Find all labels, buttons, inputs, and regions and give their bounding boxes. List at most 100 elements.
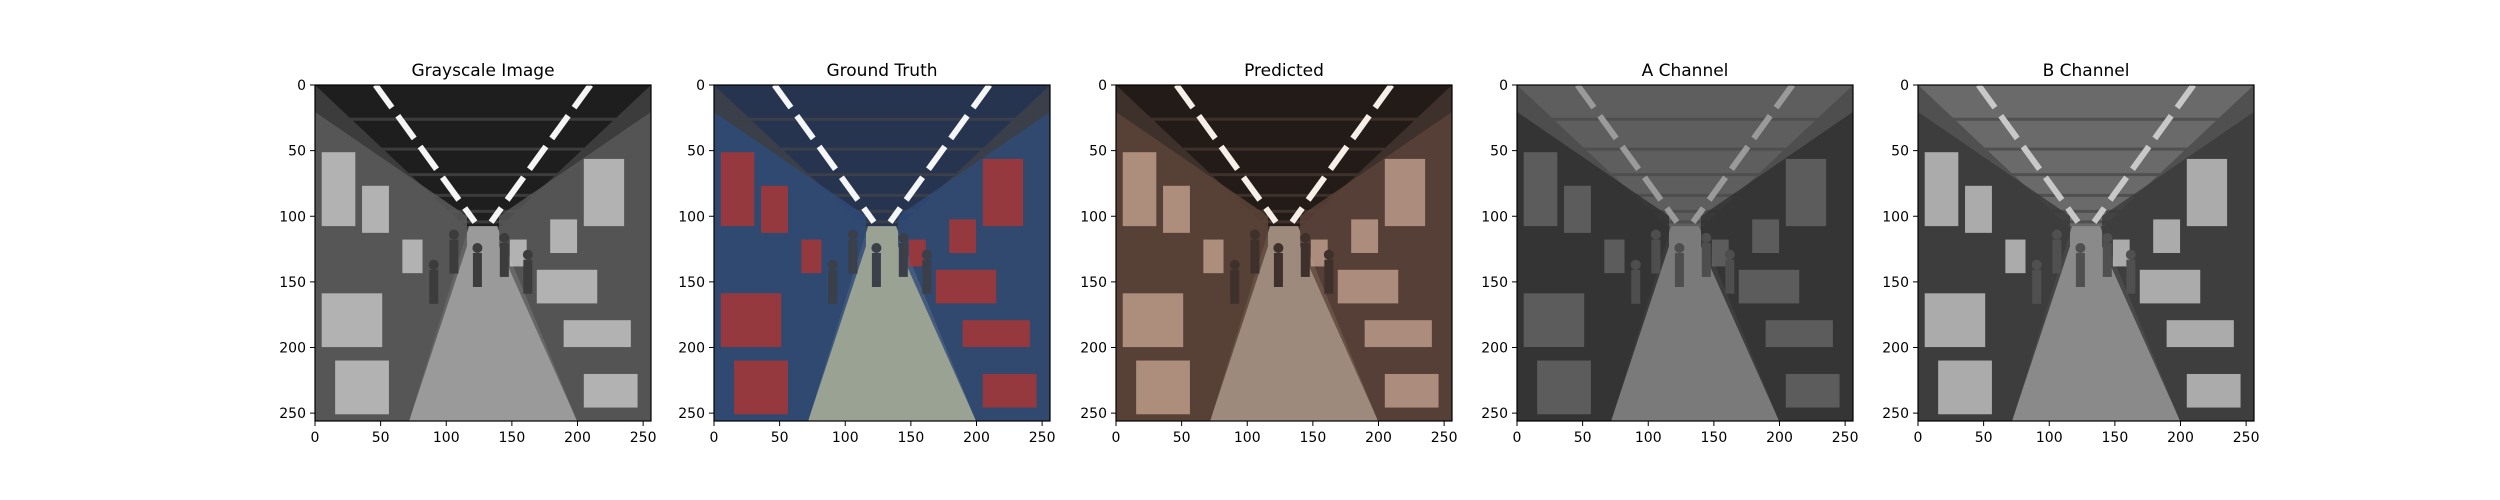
y-tick-label: 200	[1080, 341, 1107, 357]
person-head	[1273, 243, 1284, 253]
stall-goods	[402, 239, 423, 274]
x-tick-label: 50	[1173, 430, 1191, 446]
stall-goods	[734, 360, 788, 415]
stall-goods	[962, 320, 1030, 348]
person-head	[1300, 232, 1311, 243]
x-tick-label: 50	[1574, 430, 1592, 446]
y-tick-label: 250	[279, 406, 306, 422]
person-head	[1674, 243, 1685, 253]
image-area	[1517, 85, 1853, 421]
x-tick-label: 100	[433, 430, 460, 446]
y-tick-label: 150	[1080, 275, 1107, 291]
x-tick-label: 200	[1766, 430, 1793, 446]
person-head	[1229, 259, 1240, 270]
person	[2126, 259, 2136, 294]
x-tick-label: 200	[1365, 430, 1392, 446]
light-strip	[887, 85, 992, 224]
x-tick-label: 50	[771, 430, 789, 446]
x-tick-label: 0	[710, 430, 719, 446]
stall-goods	[536, 269, 598, 304]
y-tick-label: 50	[1891, 144, 1909, 160]
stall-goods	[949, 219, 977, 253]
stall-goods	[1924, 152, 1959, 227]
stall-goods	[1384, 158, 1426, 227]
person-head	[847, 229, 858, 240]
x-tick-label: 250	[2233, 430, 2260, 446]
person	[523, 259, 533, 294]
y-tick-label: 0	[1900, 78, 1909, 94]
person-head	[522, 249, 533, 260]
x-tick-label: 150	[2102, 430, 2129, 446]
stall-goods	[2186, 158, 2228, 227]
person-head	[1323, 249, 1334, 260]
y-tick-label: 100	[1882, 209, 1909, 225]
axes-frame	[1115, 84, 1453, 422]
stall-goods	[550, 219, 578, 253]
light-strip	[772, 85, 877, 224]
stall-goods	[509, 239, 527, 267]
stall-goods	[1785, 158, 1827, 227]
x-tick-label: 250	[1029, 430, 1056, 446]
x-tick-label: 100	[832, 430, 859, 446]
y-tick-label: 50	[1490, 144, 1508, 160]
y-tick-label: 100	[279, 209, 306, 225]
panel-title: B Channel	[2043, 61, 2130, 81]
light-strip	[2091, 85, 2196, 224]
stall-goods	[583, 373, 638, 408]
panel-title: Ground Truth	[826, 61, 937, 81]
stall-goods	[2112, 239, 2130, 267]
person-head	[898, 232, 909, 243]
panel-0: Grayscale Image 0 50 100 150 200 250 0 50 100 150 2…	[279, 61, 656, 446]
stall-goods	[1564, 185, 1591, 233]
y-tick-label: 50	[687, 144, 705, 160]
stall-goods	[1122, 152, 1157, 227]
stall-goods	[1752, 219, 1780, 253]
stall-goods	[1351, 219, 1379, 253]
stall-goods	[2186, 373, 2241, 408]
person	[1631, 269, 1641, 304]
light-strip	[1575, 85, 1680, 224]
person	[871, 253, 881, 287]
y-tick-label: 0	[297, 78, 306, 94]
axes-frame	[1516, 84, 1854, 422]
stall-goods	[1711, 239, 1729, 267]
person	[2032, 269, 2042, 304]
person-head	[1724, 249, 1735, 260]
person-head	[921, 249, 932, 260]
person	[2052, 239, 2062, 274]
y-tick-label: 100	[678, 209, 705, 225]
light-strip	[1976, 85, 2081, 224]
x-tick-label: 200	[564, 430, 591, 446]
person-head	[428, 259, 439, 270]
stall-goods	[1203, 239, 1224, 274]
y-tick-label: 250	[1882, 406, 1909, 422]
person	[1250, 239, 1260, 274]
y-tick-label: 250	[678, 406, 705, 422]
panel-4: B Channel 0 50 100 150 200 250 0 50 100 150 200 250	[1882, 61, 2259, 446]
x-tick-label: 0	[1112, 430, 1121, 446]
y-tick-label: 0	[1098, 78, 1107, 94]
stall-goods	[1765, 320, 1833, 348]
y-tick-label: 250	[1080, 406, 1107, 422]
stall-goods	[1537, 360, 1591, 415]
panel-2: Predicted 0 50 100 150 200 250 0 50 100 150 200 250	[1080, 61, 1457, 446]
person-head	[1249, 229, 1260, 240]
stall-goods	[761, 185, 788, 233]
person-head	[2031, 259, 2042, 270]
stall-goods	[2005, 239, 2026, 274]
stall-goods	[335, 360, 389, 415]
person-head	[499, 232, 510, 243]
y-tick-label: 100	[1080, 209, 1107, 225]
panel-title: Grayscale Image	[411, 61, 554, 81]
person	[1324, 259, 1334, 294]
stall-goods	[1310, 239, 1328, 267]
stall-goods	[982, 373, 1037, 408]
stall-goods	[321, 152, 356, 227]
light-strip	[1174, 85, 1279, 224]
axes-frame	[314, 84, 652, 422]
stall-goods	[2166, 320, 2234, 348]
y-tick-label: 0	[696, 78, 705, 94]
person-head	[1701, 232, 1712, 243]
stall-goods	[1364, 320, 1432, 348]
stall-goods	[321, 293, 383, 348]
